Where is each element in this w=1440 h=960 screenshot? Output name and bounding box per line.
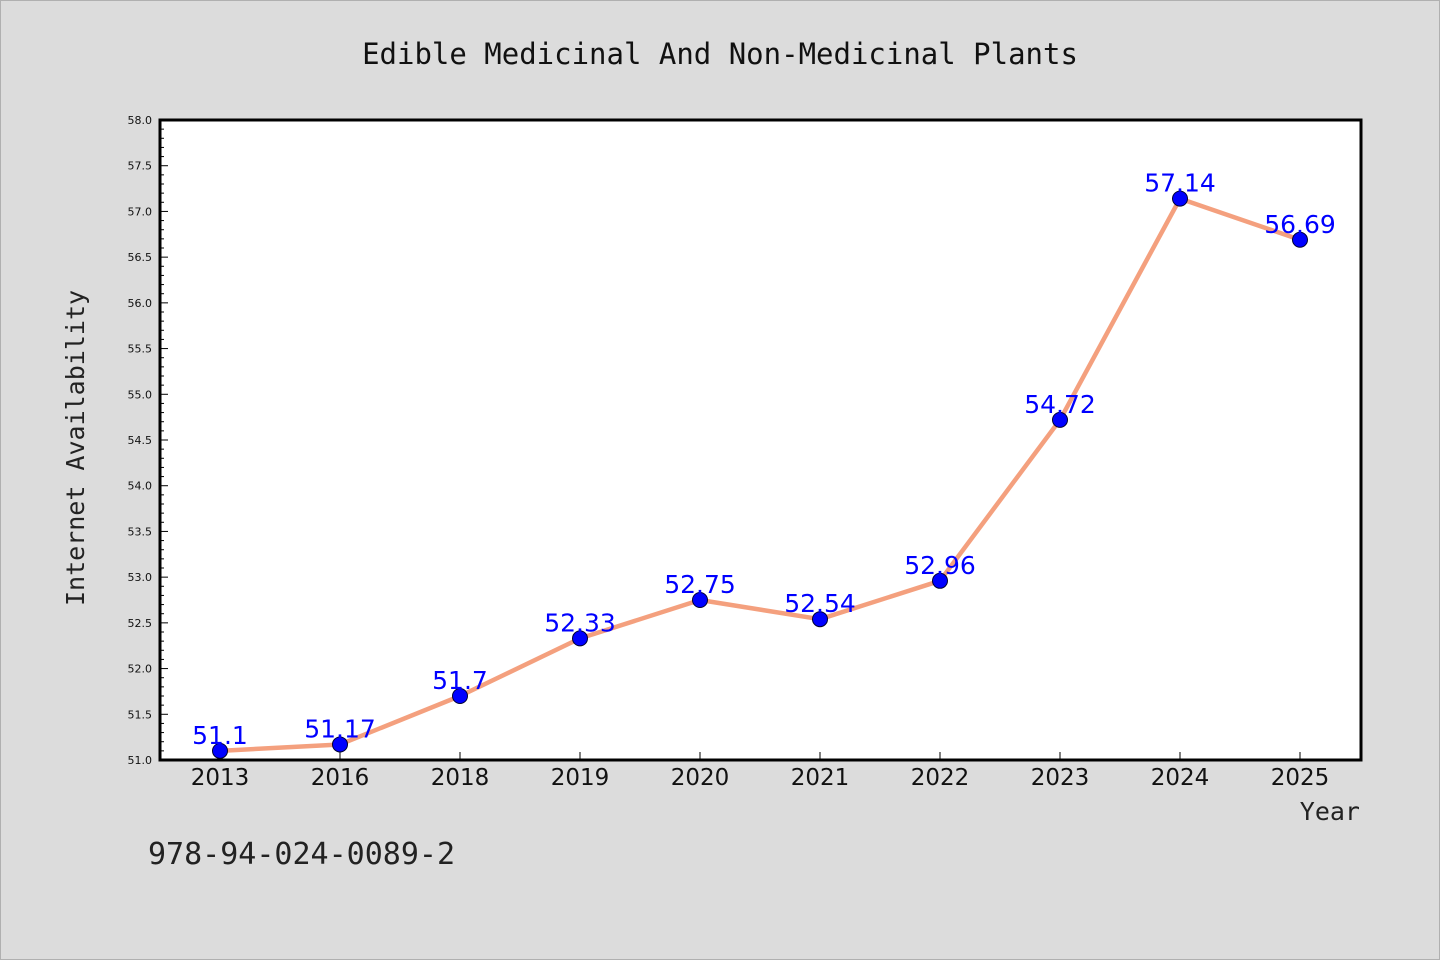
- y-tick-label: 55.0: [128, 388, 153, 401]
- y-tick-label: 57.5: [128, 160, 153, 173]
- data-point-marker: [332, 736, 348, 753]
- x-axis-label: Year: [1300, 797, 1360, 826]
- data-label: 51.1: [192, 721, 248, 750]
- data-label: 52.75: [664, 570, 736, 599]
- data-label: 56.69: [1264, 210, 1336, 239]
- series-line: [217, 196, 1303, 754]
- x-tick-label: 2022: [911, 765, 970, 791]
- data-label: 57.14: [1144, 169, 1216, 198]
- data-point-marker: [692, 592, 708, 608]
- y-axis-label: Internet Availability: [61, 290, 90, 606]
- x-tick-label: 2020: [671, 765, 730, 791]
- chart-title: Edible Medicinal And Non-Medicinal Plant…: [362, 37, 1078, 71]
- x-tick-label: 2023: [1031, 765, 1090, 791]
- series-line-group: [217, 196, 1303, 754]
- data-point-marker: [1292, 231, 1308, 248]
- y-tick-label: 54.0: [128, 480, 153, 493]
- y-axis: 51.0 51.5 52.0 52.5 53.0 53.5 54.0 54.5 55.0 55.5…: [128, 114, 168, 767]
- x-tick-label: 2024: [1151, 765, 1210, 791]
- data-point-marker: [1172, 190, 1188, 207]
- y-tick-label: 51.0: [128, 754, 153, 767]
- y-tick-label: 52.0: [128, 663, 153, 676]
- x-axis: 2013 2016 2018 2019 2020 2021 2022 2023 2024 2025: [191, 752, 1330, 791]
- marker-group: [212, 190, 1308, 759]
- isbn-text: 978-94-024-0089-2: [148, 837, 455, 872]
- data-point-marker: [932, 572, 948, 589]
- data-point-marker: [452, 688, 468, 704]
- plot-area: [160, 120, 1361, 760]
- data-point-marker: [1052, 411, 1068, 428]
- y-tick-label: 51.5: [128, 708, 153, 721]
- y-tick-label: 52.5: [128, 617, 153, 630]
- x-tick-label: 2021: [791, 765, 850, 791]
- y-tick-label: 55.5: [128, 343, 153, 356]
- x-tick-label: 2016: [311, 765, 370, 791]
- y-tick-label: 58.0: [128, 114, 153, 127]
- y-tick-label: 53.5: [128, 525, 153, 538]
- data-label: 51.17: [304, 714, 376, 743]
- y-tick-label: 56.5: [128, 251, 153, 264]
- data-point-marker: [212, 742, 228, 759]
- y-tick-label: 56.0: [128, 297, 153, 310]
- data-point-marker: [812, 611, 828, 628]
- data-label-group: 51.1 51.17 51.7 52.33 52.75 52.54 52.96 54.72 57…: [192, 169, 1336, 750]
- y-tick-label: 53.0: [128, 571, 153, 584]
- x-tick-label: 2013: [191, 765, 250, 791]
- x-tick-label: 2025: [1271, 765, 1330, 791]
- data-label: 54.72: [1024, 390, 1096, 419]
- data-label: 51.7: [432, 666, 488, 695]
- data-point-marker: [572, 630, 588, 647]
- plot-border: [158, 118, 1363, 762]
- y-tick-label: 57.0: [128, 205, 153, 218]
- x-tick-label: 2019: [551, 765, 610, 791]
- data-label: 52.96: [904, 551, 976, 580]
- data-label: 52.54: [784, 589, 856, 618]
- x-tick-label: 2018: [431, 765, 490, 791]
- y-tick-label: 54.5: [128, 434, 153, 447]
- data-label: 52.33: [544, 608, 616, 637]
